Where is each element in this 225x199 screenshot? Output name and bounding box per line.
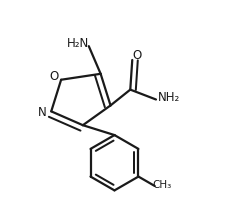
Text: O: O <box>49 70 58 83</box>
Text: NH₂: NH₂ <box>158 91 180 104</box>
Text: N: N <box>38 106 47 119</box>
Text: H₂N: H₂N <box>67 37 89 50</box>
Text: CH₃: CH₃ <box>153 180 172 190</box>
Text: O: O <box>133 49 142 61</box>
